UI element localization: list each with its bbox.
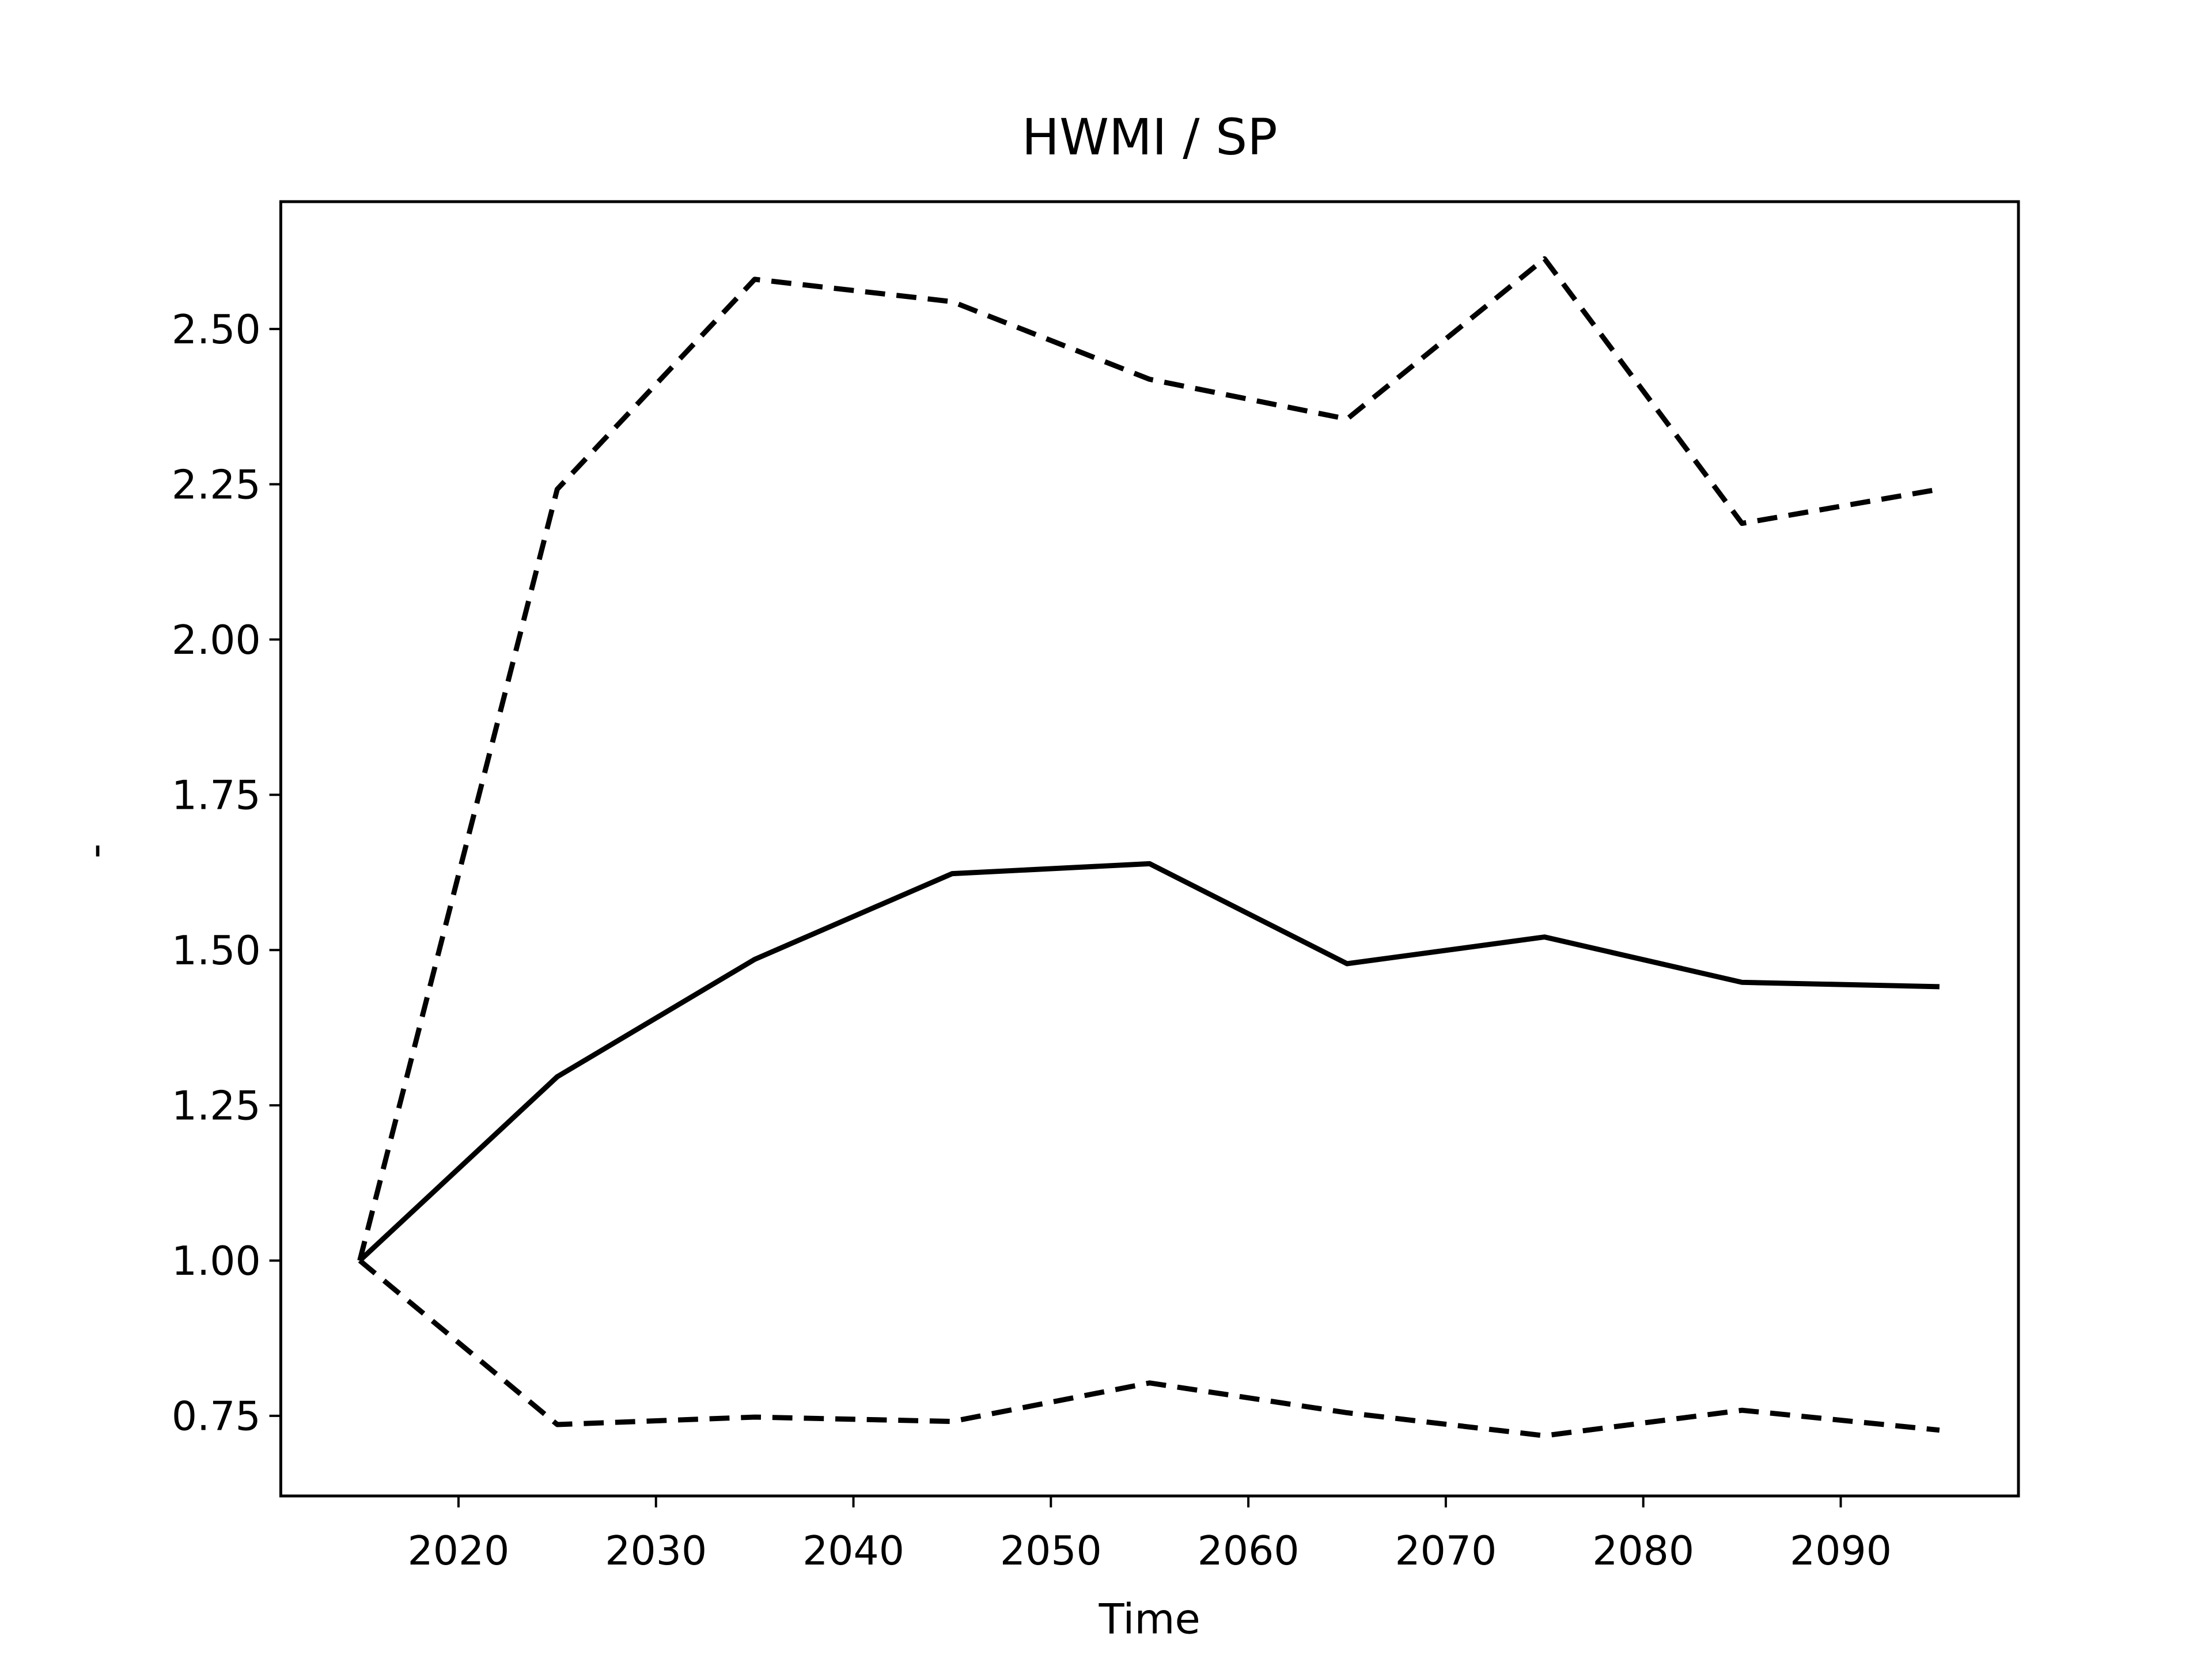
x-tick-label: 2090	[1790, 1528, 1892, 1574]
x-axis-label: Time	[1099, 1594, 1200, 1643]
x-tick-label: 2040	[802, 1528, 904, 1574]
line-series	[357, 256, 1940, 1262]
x-tick-label: 2030	[605, 1528, 707, 1574]
x-tick-label: 2050	[1000, 1528, 1102, 1574]
y-tick-label: 1.50	[172, 927, 261, 974]
y-tick-label: 2.25	[172, 461, 261, 508]
y-tick-label: 1.75	[172, 772, 261, 819]
x-tick-label: 2020	[408, 1528, 510, 1574]
line-series	[358, 1258, 1940, 1438]
y-tick-label: 2.50	[172, 306, 261, 353]
y-tick-label: 1.00	[172, 1238, 261, 1285]
y-tick-label: 2.00	[172, 617, 261, 664]
line-series	[358, 861, 1940, 1263]
chart-title: HWMI / SP	[1022, 108, 1278, 166]
x-tick-label: 2080	[1592, 1528, 1694, 1574]
x-tick-label: 2070	[1395, 1528, 1497, 1574]
y-tick-label: 0.75	[172, 1393, 261, 1440]
x-tick-label: 2060	[1198, 1528, 1300, 1574]
y-axis-label: -	[71, 843, 119, 858]
y-tick-label: 1.25	[172, 1083, 261, 1130]
plot-frame	[279, 200, 2020, 1498]
